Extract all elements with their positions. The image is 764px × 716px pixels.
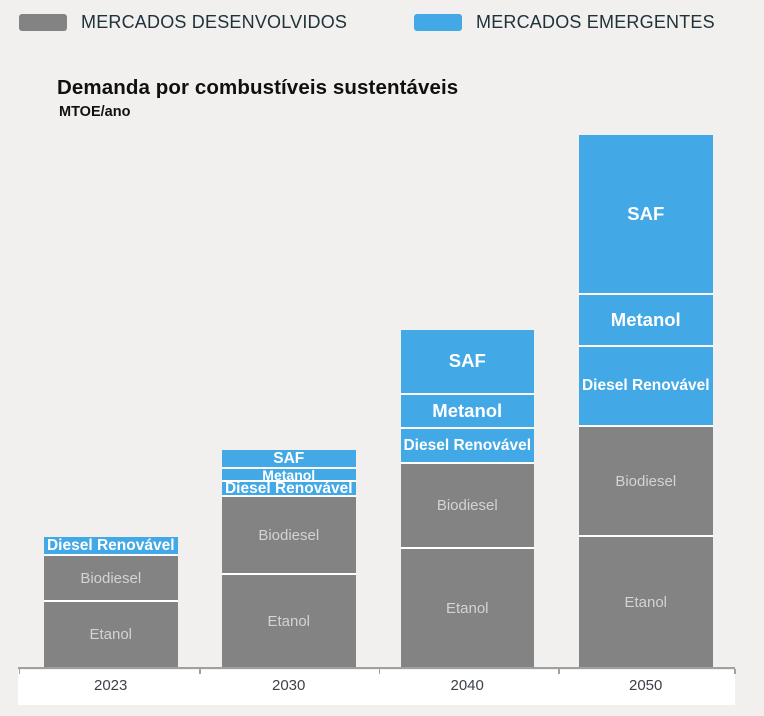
legend-item-developed: MERCADOS DESENVOLVIDOS bbox=[19, 12, 347, 33]
segment-label: SAF bbox=[448, 350, 486, 372]
segment-separator bbox=[222, 573, 356, 575]
bar-2050: SAF Metanol Diesel Renovável Biodiesel Etano… bbox=[579, 135, 713, 667]
segment-label: Metanol bbox=[610, 308, 681, 330]
bar-segment-saf-2040: SAF bbox=[400, 330, 534, 393]
segment-label: Metanol bbox=[432, 399, 503, 421]
bar-segment-diesel-renov-vel-2040: Diesel Renovável bbox=[400, 429, 534, 462]
bar-segment-etanol-2030: Etanol bbox=[222, 575, 356, 667]
bar-segment-metanol-2040: Metanol bbox=[400, 395, 534, 427]
bar-segment-saf-2030: SAF bbox=[222, 450, 356, 467]
segment-separator bbox=[579, 293, 713, 295]
x-axis-label-2050: 2050 bbox=[629, 677, 663, 694]
bar-2040: SAF Metanol Diesel Renovável Biodiesel Etano… bbox=[400, 330, 534, 667]
chart-unit-label: MTOE/ano bbox=[59, 104, 131, 120]
segment-label: Biodiesel bbox=[80, 569, 142, 587]
x-axis-tick bbox=[558, 668, 560, 674]
bar-segment-diesel-renov-vel-2023: Diesel Renovável bbox=[44, 537, 178, 554]
bar-segment-etanol-2023: Etanol bbox=[44, 602, 178, 667]
segment-separator bbox=[579, 535, 713, 537]
segment-label: Diesel Renovável bbox=[224, 479, 353, 497]
x-axis-line bbox=[18, 667, 735, 669]
chart-title: Demanda por combustíveis sustentáveis bbox=[57, 76, 459, 99]
segment-separator bbox=[400, 427, 534, 429]
x-axis-tick bbox=[199, 668, 201, 674]
bar-segment-metanol-2050: Metanol bbox=[579, 295, 713, 345]
x-axis-label-2023: 2023 bbox=[94, 677, 128, 694]
bar-segment-saf-2050: SAF bbox=[579, 135, 713, 293]
bar-segment-biodiesel-2030: Biodiesel bbox=[222, 497, 356, 573]
segment-label: Etanol bbox=[267, 612, 311, 630]
segment-separator bbox=[400, 547, 534, 549]
legend-swatch-emergent bbox=[414, 14, 462, 31]
bar-segment-metanol-2030: Metanol bbox=[222, 466, 356, 483]
x-axis-band bbox=[18, 669, 735, 705]
segment-separator bbox=[222, 480, 356, 482]
legend-swatch-developed bbox=[19, 14, 67, 31]
legend-label-emergent: MERCADOS EMERGENTES bbox=[476, 12, 715, 32]
bar-segment-biodiesel-2040: Biodiesel bbox=[400, 464, 534, 547]
segment-label: Biodiesel bbox=[436, 497, 498, 514]
segment-label: SAF bbox=[273, 449, 305, 467]
x-axis-tick bbox=[18, 668, 20, 674]
legend-item-emergent: MERCADOS EMERGENTES bbox=[414, 12, 715, 33]
segment-label: Metanol bbox=[262, 466, 316, 483]
segment-label: Diesel Renovável bbox=[46, 536, 175, 554]
legend-label-developed: MERCADOS DESENVOLVIDOS bbox=[81, 12, 348, 32]
segment-separator bbox=[44, 600, 178, 602]
bar-segment-biodiesel-2050: Biodiesel bbox=[579, 427, 713, 535]
segment-separator bbox=[222, 467, 356, 469]
segment-separator bbox=[579, 345, 713, 347]
bar-2030: SAF Metanol Diesel Renovável Biodiesel Etano… bbox=[222, 450, 356, 667]
segment-separator bbox=[400, 393, 534, 395]
segment-label: SAF bbox=[627, 202, 665, 224]
bar-segment-diesel-renov-vel-2050: Diesel Renovável bbox=[579, 347, 713, 425]
segment-separator bbox=[44, 554, 178, 556]
segment-label: Biodiesel bbox=[258, 526, 320, 544]
bar-2023: Diesel Renovável Biodiesel Etanol bbox=[44, 537, 178, 667]
bar-segment-etanol-2050: Etanol bbox=[579, 537, 713, 667]
segment-label: Biodiesel bbox=[615, 472, 677, 490]
x-axis-tick bbox=[378, 668, 380, 674]
segment-label: Etanol bbox=[89, 626, 133, 643]
segment-label: Diesel Renovável bbox=[581, 377, 710, 395]
x-axis-tick bbox=[734, 668, 736, 674]
segment-separator bbox=[579, 425, 713, 427]
segment-label: Etanol bbox=[445, 599, 489, 617]
segment-label: Diesel Renovável bbox=[403, 436, 531, 454]
bar-segment-etanol-2040: Etanol bbox=[400, 549, 534, 667]
segment-separator bbox=[222, 495, 356, 497]
x-axis-label-2030: 2030 bbox=[272, 677, 306, 694]
x-axis-label-2040: 2040 bbox=[450, 677, 484, 694]
bar-segment-diesel-renov-vel-2030: Diesel Renovável bbox=[222, 479, 356, 497]
segment-separator bbox=[400, 462, 534, 464]
bar-segment-biodiesel-2023: Biodiesel bbox=[44, 556, 178, 600]
segment-label: Etanol bbox=[624, 593, 668, 611]
